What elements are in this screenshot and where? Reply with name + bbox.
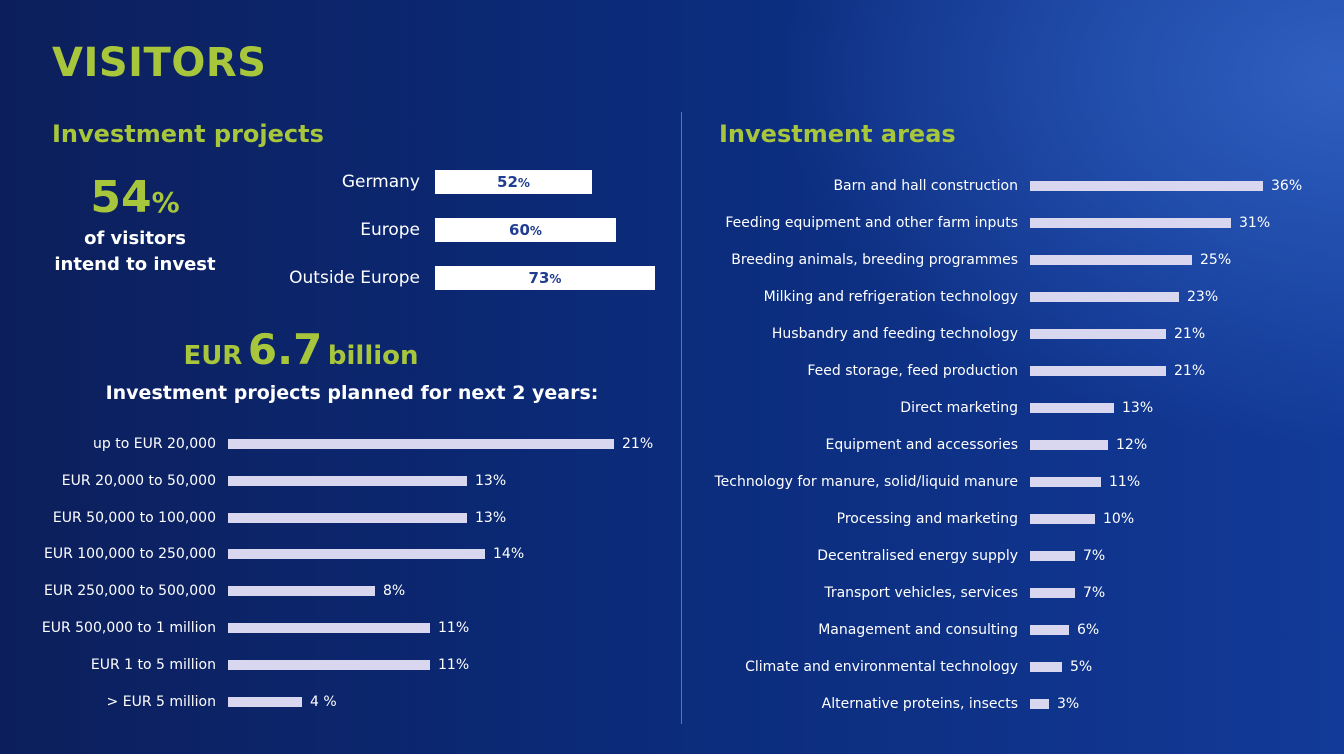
chart-category-label: EUR 100,000 to 250,000 [43,546,216,563]
region-bar: 52% [435,170,592,194]
chart-bar [1030,181,1263,191]
visitor-share-stat: 54% [60,172,210,223]
chart-bar [228,659,430,670]
chart-value-label: 11% [438,620,470,636]
chart-value-label: 10% [1103,511,1135,527]
visitor-share-symbol: % [151,186,180,219]
chart-category-label: Management and consulting [818,622,1018,638]
chart-value-label: 12% [1116,437,1148,453]
chart-bar [1030,218,1231,228]
chart-category-label: Transport vehicles, services [824,585,1018,601]
chart-value-label: 13% [1122,400,1154,416]
chart-category-label: Feed storage, feed production [807,363,1018,379]
chart-bar [1030,477,1101,487]
chart-value-label: 21% [1174,326,1206,342]
region-bar: 73% [435,266,655,290]
chart-category-label: Climate and environmental technology [745,659,1018,675]
chart-value-label: 11% [1109,474,1141,490]
region-label: Europe [360,220,420,240]
chart-category-label: Direct marketing [900,400,1018,416]
chart-bar [1030,403,1114,413]
section-divider [681,112,682,724]
chart-category-label: Feeding equipment and other farm inputs [725,215,1018,231]
chart-value-label: 13% [475,472,507,489]
chart-value-label: 21% [622,436,654,452]
chart-bar [1030,588,1075,598]
region-bar-percent: % [549,272,562,286]
chart-category-label: Barn and hall construction [833,178,1018,194]
headline-suffix: billion [327,341,419,371]
chart-value-label: 6% [1077,622,1100,638]
chart-value-label: 14% [493,546,525,563]
chart-category-label: up to EUR 20,000 [93,436,216,452]
chart-value-label: 25% [1200,252,1232,268]
chart-category-label: Decentralised energy supply [817,548,1018,564]
visitor-share-number: 54 [90,172,152,223]
chart-value-label: 23% [1187,289,1219,305]
chart-value-label: 5% [1070,659,1093,675]
chart-value-label: 8% [383,583,406,600]
investment-areas-heading: Investment areas [719,120,956,148]
chart-category-label: Husbandry and feeding technology [771,326,1018,342]
chart-category-label: Breeding animals, breeding programmes [731,252,1018,268]
chart-category-label: EUR 20,000 to 50,000 [61,472,216,489]
region-label: Germany [341,172,420,192]
chart-bar [228,549,485,560]
chart-category-label: EUR 1 to 5 million [90,656,216,673]
page-title: VISITORS [52,40,267,86]
chart-category-label: > EUR 5 million [106,693,216,710]
visitor-share-line2: intend to invest [54,254,216,275]
chart-bar [228,623,430,633]
region-bar-value: 73 [528,269,550,287]
chart-value-label: 3% [1057,696,1080,712]
chart-category-label: Alternative proteins, insects [821,696,1018,712]
chart-bar [1030,551,1075,561]
chart-category-label: Technology for manure, solid/liquid manu… [714,474,1018,490]
region-bar-percent: % [517,176,530,190]
chart-value-label: 11% [438,656,470,673]
chart-value-label: 31% [1239,215,1271,231]
chart-category-label: EUR 250,000 to 500,000 [43,583,216,600]
chart-bar [1030,662,1062,672]
chart-value-label: 13% [475,509,507,526]
investment-volume-headline: EUR 6.7 billion [0,325,602,374]
chart-value-label: 7% [1083,585,1106,601]
visitor-share-text: of visitors intend to invest [40,226,230,278]
chart-category-label: EUR 500,000 to 1 million [41,620,216,636]
region-label: Outside Europe [289,268,420,288]
chart-category-label: Processing and marketing [836,511,1018,527]
chart-bar [1030,440,1108,450]
investment-projects-heading: Investment projects [52,120,324,148]
region-bar-value: 52 [497,173,518,191]
chart-value-label: 21% [1174,363,1206,379]
chart-value-label: 7% [1083,548,1106,564]
headline-prefix: EUR [183,341,243,371]
chart-value-label: 4 % [310,693,337,710]
chart-bar [1030,699,1049,709]
chart-bar [228,439,614,449]
region-bar-value: 60 [509,221,530,239]
chart-category-label: Equipment and accessories [825,437,1018,453]
chart-bar [1030,514,1095,524]
headline-amount: 6.7 [247,325,323,374]
chart-bar [1030,255,1192,265]
region-bar: 60% [435,218,616,242]
chart-bar [228,586,375,597]
region-bar-percent: % [529,224,542,238]
visitor-share-line1: of visitors [84,228,186,249]
chart-bar [1030,625,1069,635]
chart-bar [1030,292,1179,302]
chart-bar [1030,366,1166,376]
chart-bar [228,696,302,707]
chart-value-label: 36% [1271,178,1303,194]
chart-category-label: Milking and refrigeration technology [763,289,1018,305]
chart-bar [228,512,467,523]
chart-bar [1030,329,1166,339]
investment-subheading: Investment projects planned for next 2 y… [105,382,599,404]
chart-bar [228,475,467,486]
chart-category-label: EUR 50,000 to 100,000 [52,509,216,526]
